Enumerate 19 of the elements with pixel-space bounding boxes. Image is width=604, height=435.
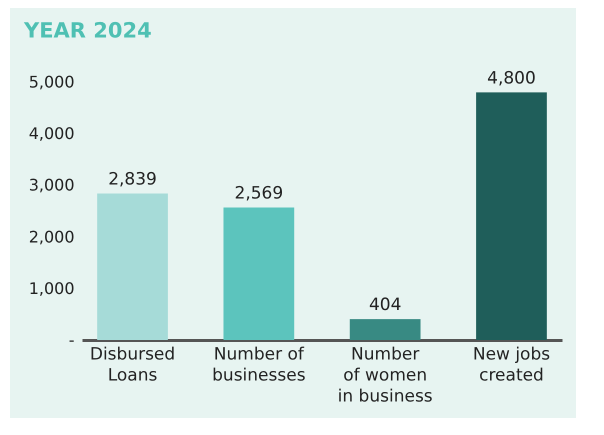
y-tick-label: 3,000 <box>28 176 74 195</box>
bar <box>223 207 294 340</box>
data-label: 2,839 <box>108 170 157 190</box>
x-tick-label: Number of businesses <box>212 344 306 386</box>
data-label: 404 <box>368 295 402 316</box>
chart-title: YEAR 2024 <box>23 18 152 42</box>
data-label: 2,569 <box>234 183 284 204</box>
y-tick-label: 1,000 <box>28 278 74 298</box>
y-tick-label: - <box>68 330 74 350</box>
data-label: 4,800 <box>487 68 536 88</box>
y-tick-label: 2,000 <box>28 227 74 246</box>
bar <box>350 319 421 340</box>
x-tick-label: Number of women in business <box>338 344 433 406</box>
y-tick-label: 4,000 <box>28 124 74 144</box>
bar <box>476 92 547 340</box>
x-tick-label: New jobs created <box>472 344 550 386</box>
y-tick-label: 5,000 <box>28 72 74 92</box>
bar <box>97 194 168 340</box>
x-tick-label: Disbursed Loans <box>90 344 176 386</box>
